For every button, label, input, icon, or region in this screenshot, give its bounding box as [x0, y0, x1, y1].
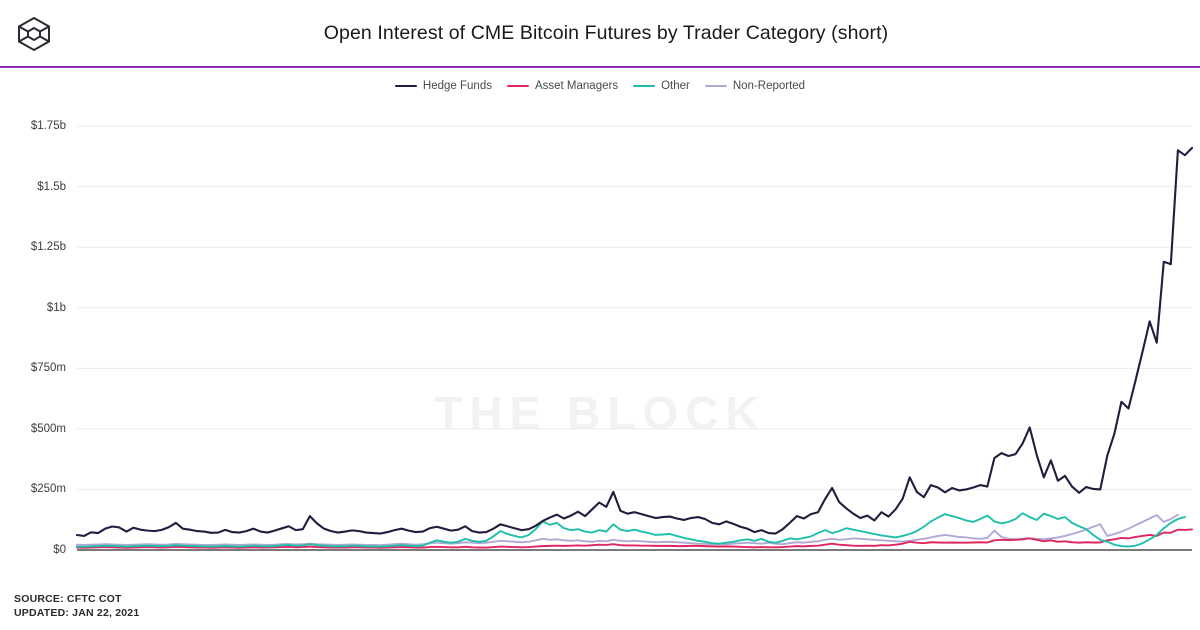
y-axis-tick-label: $1.75b — [30, 120, 66, 133]
chart-footer: SOURCE: CFTC COT UPDATED: JAN 22, 2021 — [14, 593, 139, 620]
legend-label: Hedge Funds — [422, 80, 492, 92]
series-line-non-reported — [76, 513, 1179, 547]
series-line-other — [76, 512, 1186, 548]
legend-label: Other — [661, 80, 690, 92]
legend-label: Non-Reported — [732, 80, 806, 92]
y-axis-tick-label: $1.25b — [30, 241, 66, 254]
y-axis-tick-label: $1b — [46, 301, 66, 314]
line-chart — [75, 125, 1194, 551]
y-axis-labels: $0 $250m $500m $750m $1b $1.25b $1.5b $1.75b — [0, 100, 77, 560]
y-axis-tick-label: $1.5b — [37, 180, 66, 193]
series-line-hedge-funds — [75, 146, 1194, 537]
watermark: THE BLOCK — [434, 387, 766, 439]
legend-item-hedge-funds[interactable]: Hedge Funds — [394, 80, 492, 92]
source-text: SOURCE: CFTC COT — [14, 593, 122, 606]
legend-item-other[interactable]: Other — [633, 80, 690, 92]
chart-legend: Hedge Funds Asset Managers Other Non-Report… — [0, 80, 1200, 92]
y-axis-tick-label: $0 — [53, 544, 66, 556]
legend-item-non-reported[interactable]: Non-Reported — [704, 80, 806, 92]
series-line-asset-managers — [76, 528, 1193, 549]
y-axis-tick-label: $750m — [30, 362, 66, 375]
y-axis-tick-label: $250m — [30, 483, 66, 496]
legend-item-asset-managers[interactable]: Asset Managers — [506, 80, 619, 92]
chart-header: Open Interest of CME Bitcoin Futures by … — [0, 0, 1200, 68]
y-axis-tick-label: $500m — [30, 422, 66, 435]
legend-swatch-icon — [633, 84, 656, 88]
legend-swatch-icon — [506, 84, 529, 88]
updated-text: UPDATED: JAN 22, 2021 — [14, 606, 140, 619]
legend-swatch-icon — [704, 84, 727, 88]
page-title: Open Interest of CME Bitcoin Futures by … — [323, 21, 889, 44]
plot-area: THE BLOCK $0 $250m $500m $750m $1b $1.25b $1.5… — [0, 100, 1200, 560]
legend-label: Asset Managers — [534, 80, 619, 92]
the-block-cube-logo — [14, 14, 54, 54]
legend-swatch-icon — [394, 84, 417, 88]
